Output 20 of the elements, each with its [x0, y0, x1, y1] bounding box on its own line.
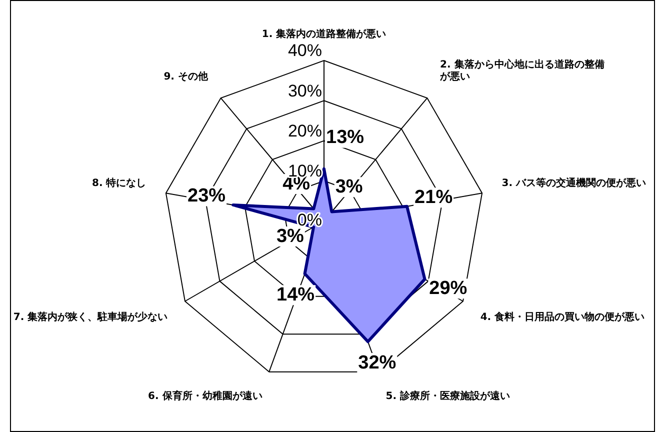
spoke-label: 7. 集落内が狭く、駐車場が少ない [13, 310, 168, 323]
data-label: 3% [276, 226, 304, 247]
spoke-label: 5. 診療所・医療施設が遠い [386, 390, 510, 402]
spoke-label: 3. バス等の交通機関の便が悪い [502, 177, 646, 190]
spoke-label: 8. 特になし [92, 177, 146, 190]
data-label: 21% [414, 186, 453, 208]
data-label: 32% [358, 352, 396, 374]
data-label: 13% [326, 127, 364, 148]
spoke-label: 9. その他 [164, 70, 209, 82]
y-tick-label: 30% [288, 81, 322, 100]
spoke-label: 2. 集落から中心地に出る道路の整備が悪い [439, 58, 604, 82]
spoke-label: 1. 集落内の道路整備が悪い [262, 28, 386, 40]
data-label: 3% [335, 176, 363, 198]
data-label: 23% [188, 186, 226, 207]
y-tick-label: 20% [288, 121, 322, 140]
spoke-label: 4. 食料・日用品の買い物の便が悪い [480, 310, 645, 323]
data-label: 29% [429, 278, 468, 299]
spoke-label: 6. 保育所・幼稚園が遠い [148, 390, 262, 402]
y-tick-label: 40% [288, 41, 322, 60]
data-label: 14% [276, 284, 315, 306]
